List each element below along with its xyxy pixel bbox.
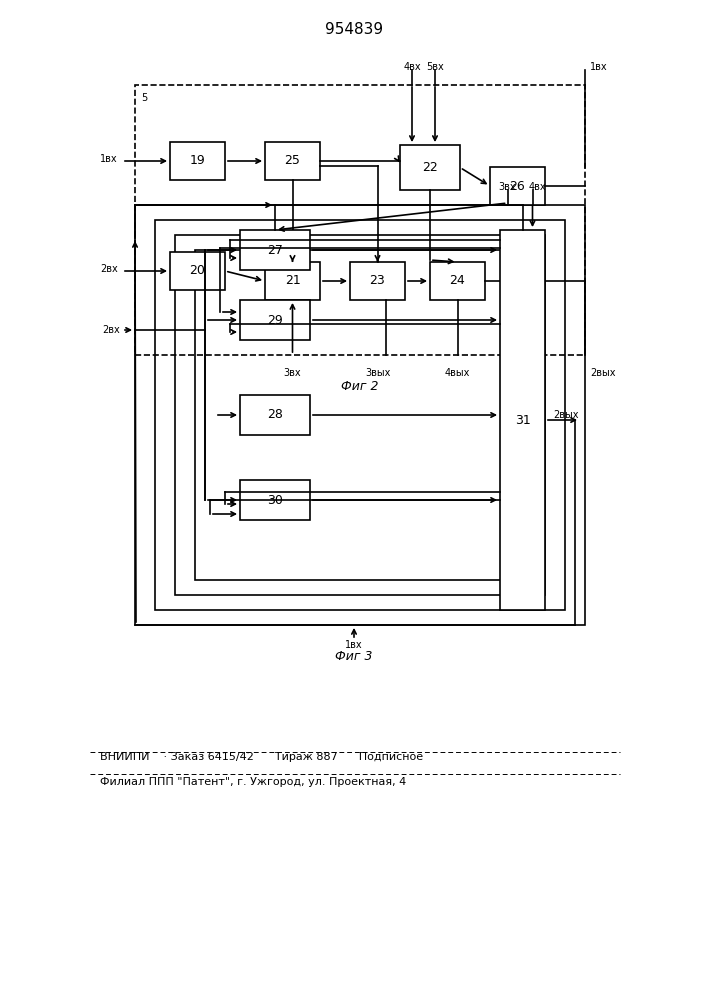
Bar: [170, 252, 225, 290]
Text: ВНИИПИ    · Заказ 6415/42      Тираж 887      Подписное: ВНИИПИ · Заказ 6415/42 Тираж 887 Подписн…: [100, 752, 423, 762]
Text: 27: 27: [267, 243, 283, 256]
Text: 2вых: 2вых: [590, 368, 616, 378]
Bar: [350, 262, 405, 300]
Text: Фиг 3: Фиг 3: [335, 650, 373, 664]
Text: 5: 5: [141, 93, 147, 103]
Bar: [400, 145, 460, 190]
Text: 28: 28: [267, 408, 283, 422]
Text: 3вх: 3вх: [498, 182, 516, 192]
Text: 3вх: 3вх: [284, 368, 301, 378]
Bar: [240, 395, 310, 435]
Text: 22: 22: [422, 161, 438, 174]
Text: 4вых: 4вых: [445, 368, 470, 378]
Bar: [170, 142, 225, 180]
Bar: [135, 205, 585, 625]
Bar: [430, 262, 485, 300]
Text: 20: 20: [189, 264, 206, 277]
Text: 2вх: 2вх: [103, 325, 120, 335]
Text: 31: 31: [515, 414, 530, 426]
Text: 30: 30: [267, 493, 283, 506]
Bar: [135, 85, 585, 355]
Text: Филиал ППП "Патент", г. Ужгород, ул. Проектная, 4: Филиал ППП "Патент", г. Ужгород, ул. Про…: [100, 777, 407, 787]
Text: 1вх: 1вх: [345, 640, 363, 650]
Bar: [240, 300, 310, 340]
Text: 2вх: 2вх: [100, 264, 118, 274]
Bar: [240, 230, 310, 270]
Bar: [265, 142, 320, 180]
Bar: [155, 220, 565, 610]
Text: Фиг 2: Фиг 2: [341, 380, 379, 393]
Bar: [175, 235, 545, 595]
Bar: [240, 480, 310, 520]
Text: 1вх: 1вх: [590, 62, 607, 72]
Bar: [500, 230, 545, 610]
Text: 25: 25: [284, 154, 300, 167]
Text: 26: 26: [510, 180, 525, 192]
Text: 954839: 954839: [325, 22, 383, 37]
Text: 29: 29: [267, 314, 283, 326]
Text: 24: 24: [450, 274, 465, 288]
Bar: [195, 250, 525, 580]
Text: 4вх: 4вх: [529, 182, 547, 192]
Text: 19: 19: [189, 154, 205, 167]
Text: 5вх: 5вх: [426, 62, 444, 72]
Text: 2вых: 2вых: [553, 410, 578, 420]
Text: 1вх: 1вх: [100, 154, 118, 164]
Text: 3вых: 3вых: [365, 368, 390, 378]
Text: 23: 23: [370, 274, 385, 288]
Bar: [265, 262, 320, 300]
Text: 21: 21: [285, 274, 300, 288]
Bar: [490, 167, 545, 205]
Text: 4вх: 4вх: [403, 62, 421, 72]
